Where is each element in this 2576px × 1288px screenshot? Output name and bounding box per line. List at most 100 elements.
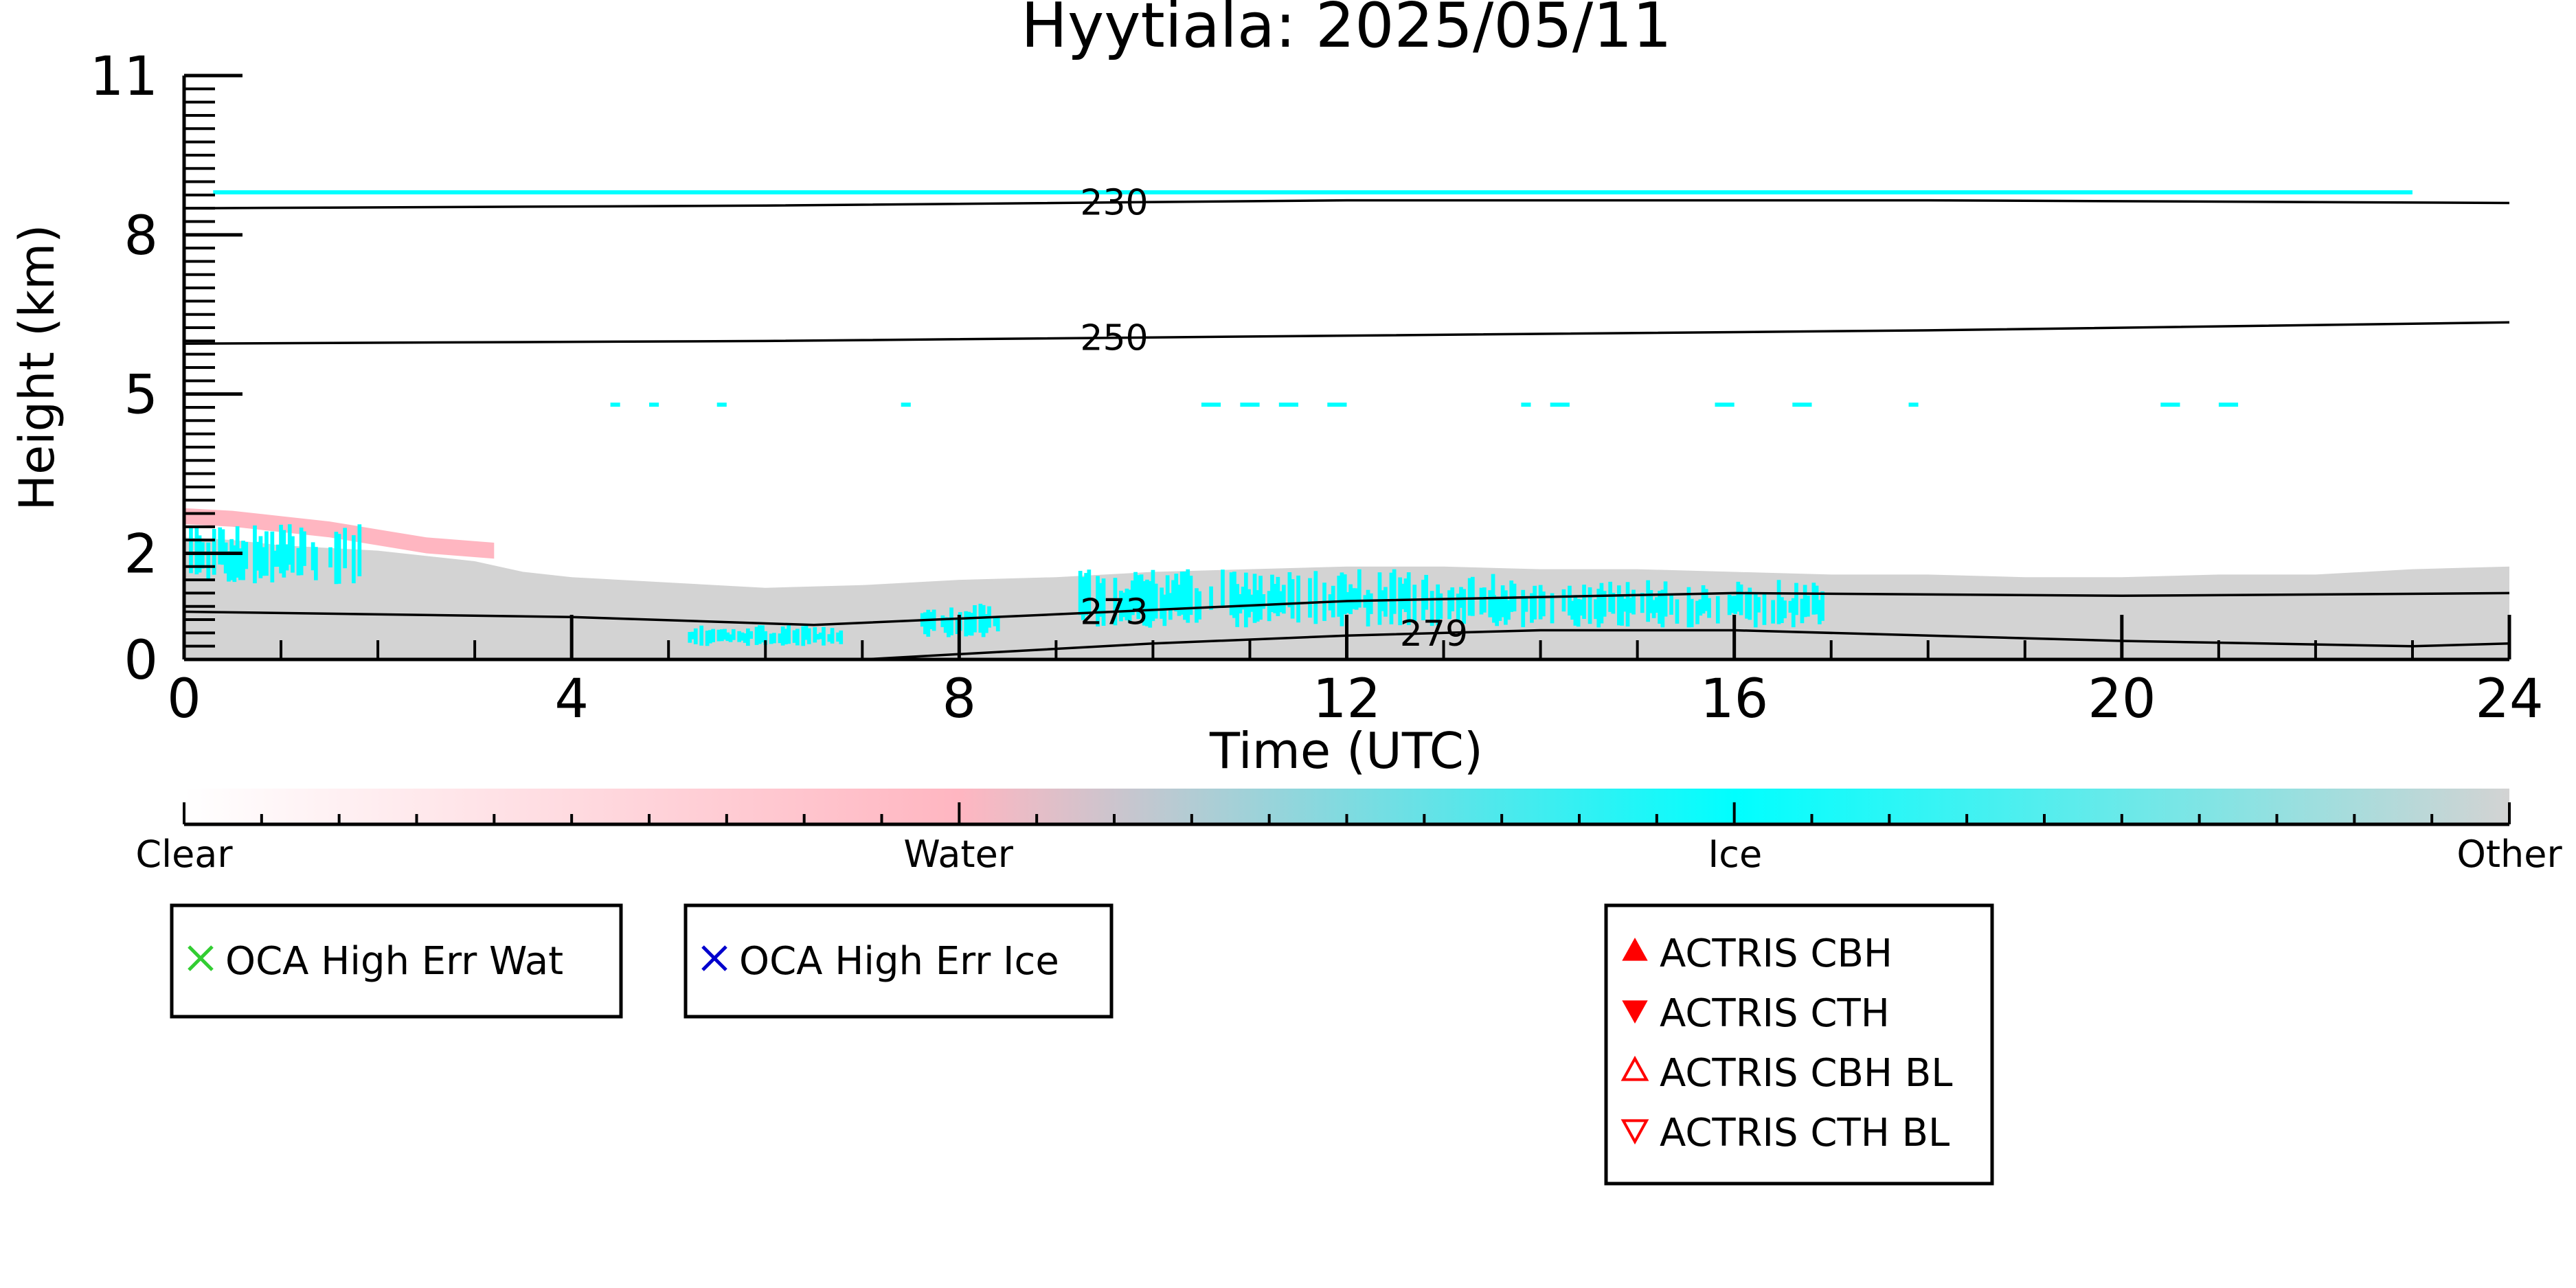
ice-streak	[314, 547, 318, 580]
ice-streak	[1459, 587, 1463, 608]
legends: OCA High Err Wat OCA High Err Ice ACTRIS C…	[170, 903, 1994, 1186]
legend-label: ACTRIS CTH BL	[1660, 1111, 1950, 1155]
ice-streak	[690, 631, 695, 640]
ice-streak	[1424, 574, 1428, 610]
x-tick-label: 12	[1313, 668, 1381, 730]
isotherm-label: 230	[1080, 183, 1148, 224]
isotherm-label: 279	[1400, 613, 1468, 655]
high-ice-segment	[1327, 403, 1347, 407]
ice-streak	[1087, 569, 1092, 613]
ice-streak	[1250, 594, 1254, 612]
y-tick-label: 8	[124, 205, 158, 267]
colorbar-label: Water	[903, 833, 1013, 876]
ice-streak	[1337, 576, 1342, 617]
ice-streak	[1788, 600, 1793, 613]
ice-streak	[1521, 589, 1526, 627]
ice-streak	[1412, 585, 1417, 622]
x-major-ticks: 0 4 8 12 16 20 24	[167, 615, 2544, 730]
ice-streak	[1675, 599, 1680, 624]
ice-streak	[1278, 591, 1283, 613]
legend-marker-triangle-up	[1620, 1055, 1649, 1081]
ice-streak	[1780, 597, 1784, 623]
ice-streak	[258, 536, 263, 578]
ice-streak	[223, 542, 228, 574]
ice-streak	[1533, 585, 1537, 620]
ice-streak	[1669, 594, 1673, 615]
ice-streak	[1148, 580, 1153, 628]
ice-streak	[189, 527, 193, 574]
ice-streak	[784, 629, 788, 644]
ice-streak	[822, 626, 826, 646]
water-class-region	[184, 508, 495, 559]
ice-streak	[981, 605, 986, 637]
ice-streak	[1658, 591, 1662, 624]
ice-streak	[1261, 594, 1266, 609]
legend-box: ACTRIS CBH ACTRIS CTH ACTRIS CBH BL ACTRIS …	[1604, 903, 1994, 1186]
ice-streak	[1509, 580, 1514, 612]
ice-streak	[1267, 591, 1272, 622]
ice-streak	[760, 625, 765, 643]
ice-streak	[1456, 594, 1460, 622]
ice-streak	[1171, 580, 1175, 610]
ice-streak	[1541, 591, 1546, 617]
ice-streak	[1498, 597, 1502, 621]
ice-streak	[1704, 589, 1708, 611]
ice-streak	[1739, 584, 1743, 615]
ice-streak	[1488, 590, 1493, 618]
ice-streak	[1127, 589, 1132, 623]
ice-streak	[1368, 593, 1373, 614]
legend-label: OCA High Err Wat	[225, 939, 563, 984]
ice-streak	[1701, 585, 1706, 614]
ice-class-regions	[189, 524, 1824, 646]
ice-streak	[1620, 596, 1624, 626]
ice-streak	[334, 532, 339, 585]
ice-streak	[1570, 600, 1574, 620]
ice-streak	[1820, 591, 1824, 621]
ice-streak	[299, 528, 304, 576]
high-ice-segment	[610, 403, 620, 407]
ice-streak	[813, 627, 817, 643]
x-tick-label: 4	[554, 668, 589, 730]
ice-streak	[746, 628, 750, 646]
ice-streak	[218, 527, 223, 565]
high-ice-segment	[1792, 403, 1812, 407]
high-ice-segment	[1201, 403, 1221, 407]
ice-streak	[1081, 577, 1085, 620]
ice-streak	[1084, 573, 1088, 615]
ice-streak	[693, 628, 698, 644]
ice-streak	[1308, 578, 1312, 618]
ice-streak	[1596, 589, 1601, 628]
ice-streak	[780, 626, 785, 646]
ice-streak	[801, 626, 806, 646]
ice-streak	[1730, 596, 1735, 613]
ice-streak	[1354, 588, 1359, 610]
high-ice-segment	[213, 190, 2413, 194]
ice-streak	[1145, 579, 1149, 626]
ice-streak	[1282, 585, 1286, 614]
ice-streak	[1631, 589, 1636, 615]
ice-streak	[1467, 578, 1472, 616]
ice-streak	[1342, 574, 1347, 615]
ice-streak	[1389, 572, 1394, 624]
ice-streak	[716, 629, 721, 642]
ice-streak	[1241, 587, 1245, 610]
ice-streak	[839, 630, 844, 644]
ice-streak	[1588, 587, 1592, 624]
ice-streak	[969, 613, 974, 636]
legend-marker-x	[701, 945, 727, 971]
ice-streak	[1745, 591, 1749, 619]
ice-streak	[1783, 600, 1787, 618]
ice-streak	[1221, 569, 1225, 607]
ice-region	[688, 625, 844, 646]
ice-region	[189, 524, 362, 585]
colorbar-label: Clear	[135, 833, 233, 876]
ice-streak	[720, 629, 724, 642]
ice-streak	[1462, 589, 1466, 624]
ice-streak	[1594, 599, 1598, 620]
ice-streak	[1403, 578, 1408, 612]
legend-marker-triangle-down	[1620, 1119, 1649, 1145]
ice-streak	[1602, 591, 1607, 617]
ice-streak	[1814, 585, 1819, 615]
legend-label: ACTRIS CBH BL	[1660, 1051, 1952, 1096]
